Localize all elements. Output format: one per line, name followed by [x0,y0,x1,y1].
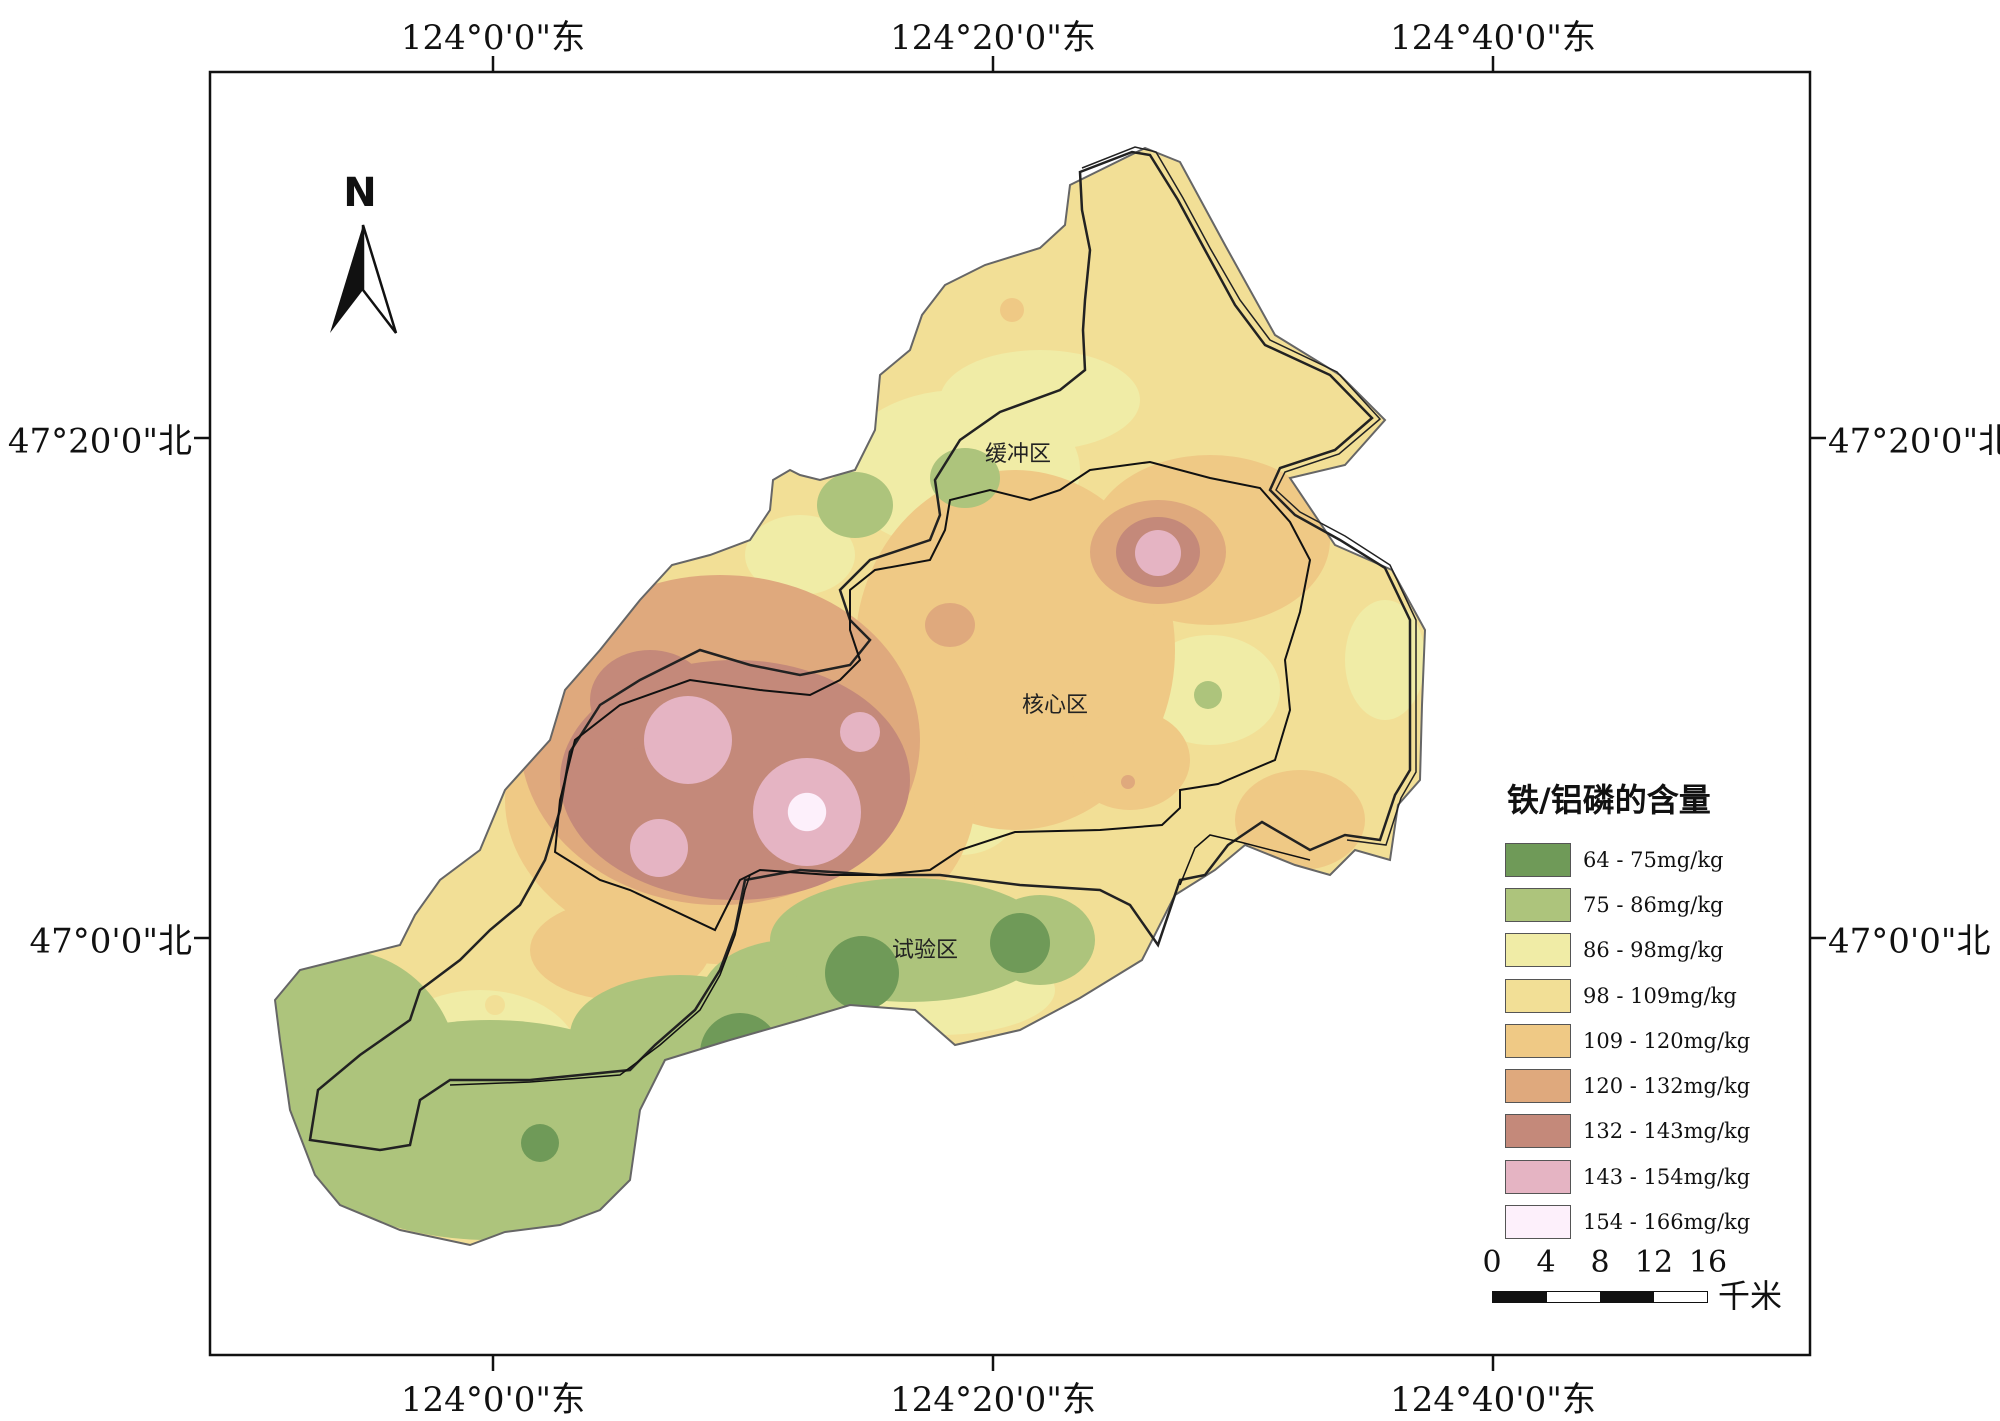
legend-item: 154 - 166mg/kg [1505,1199,1825,1244]
lat-label-right: 47°0'0"北 [1828,921,1991,962]
north-arrow: N [320,170,400,340]
reserve-outer-boundary [273,146,1427,1247]
zone-divider [1179,834,1311,886]
legend-swatch [1505,1205,1571,1240]
scale-segment [1493,1292,1547,1302]
legend-swatch [1505,1023,1571,1058]
legend: 铁/铝磷的含量 64 - 75mg/kg 75 - 86mg/kg 86 - 9… [1505,775,1825,1245]
legend-title: 铁/铝磷的含量 [1507,781,1711,819]
lon-label-top: 124°0'0"东 [400,18,586,58]
north-arrow-icon [330,224,398,334]
class-154-166-spot [753,758,861,866]
legend-label: 75 - 86mg/kg [1583,892,1724,917]
legend-item: 98 - 109mg/kg [1505,973,1825,1018]
scale-tick: 12 [1634,1245,1674,1280]
north-label: N [343,170,377,216]
legend-item: 120 - 132mg/kg [1505,1063,1825,1108]
legend-item: 75 - 86mg/kg [1505,882,1825,927]
small-spot [1121,775,1135,789]
legend-item: 64 - 75mg/kg [1505,837,1825,882]
scale-tick: 16 [1688,1245,1728,1280]
scale-segment [1653,1292,1707,1302]
legend-label: 143 - 154mg/kg [1583,1164,1751,1189]
scale-tick: 0 [1482,1245,1502,1280]
scale-segment [1600,1292,1654,1302]
legend-label: 120 - 132mg/kg [1583,1074,1751,1099]
legend-swatch [1505,1069,1571,1104]
lat-label-left: 47°0'0"北 [29,921,192,962]
lon-label-top: 124°40'0"东 [1390,18,1596,58]
legend-label: 132 - 143mg/kg [1583,1119,1751,1144]
graticule-ticks [194,56,1826,1371]
small-spot [485,995,505,1015]
lat-label-right: 47°20'0"北 [1828,421,2000,462]
lon-label-bottom: 124°20'0"东 [890,1380,1096,1420]
buffer-zone-boundary [308,146,1417,1152]
experimental-zone-label: 试验区 [891,938,959,963]
legend-swatch [1505,978,1571,1013]
lat-label-left: 47°20'0"北 [7,421,192,462]
lon-label-top: 124°20'0"东 [890,18,1096,58]
legend-swatch [1505,933,1571,968]
experimental-zone-boundary [449,874,751,1086]
legend-item: 132 - 143mg/kg [1505,1109,1825,1154]
core-zone-boundary [553,460,1312,932]
legend-item: 86 - 98mg/kg [1505,928,1825,973]
scale-track [1492,1291,1708,1303]
legend-label: 98 - 109mg/kg [1583,983,1737,1008]
legend-swatch [1505,842,1571,877]
legend-item: 143 - 154mg/kg [1505,1154,1825,1199]
lon-label-bottom: 124°0'0"东 [400,1380,586,1420]
scale-bar: 0 4 8 12 16 千米 [1482,1245,1830,1315]
legend-swatch [1505,1159,1571,1194]
scale-unit: 千米 [1718,1277,1783,1315]
legend-label: 109 - 120mg/kg [1583,1028,1751,1053]
legend-label: 64 - 75mg/kg [1583,847,1724,872]
class-143-154-areas [630,530,1181,877]
buffer-zone-label: 缓冲区 [984,442,1052,467]
legend-items: 64 - 75mg/kg 75 - 86mg/kg 86 - 98mg/kg 9… [1505,837,1825,1245]
legend-swatch [1505,1114,1571,1149]
scale-segment [1546,1292,1600,1302]
lon-label-bottom: 124°40'0"东 [1390,1380,1596,1420]
scale-tick: 8 [1590,1245,1610,1280]
core-zone-label: 核心区 [1021,693,1089,718]
scale-tick: 4 [1536,1245,1556,1280]
small-spot [1000,298,1024,322]
legend-label: 86 - 98mg/kg [1583,938,1724,963]
legend-item: 109 - 120mg/kg [1505,1018,1825,1063]
legend-label: 154 - 166mg/kg [1583,1210,1751,1235]
legend-swatch [1505,887,1571,922]
